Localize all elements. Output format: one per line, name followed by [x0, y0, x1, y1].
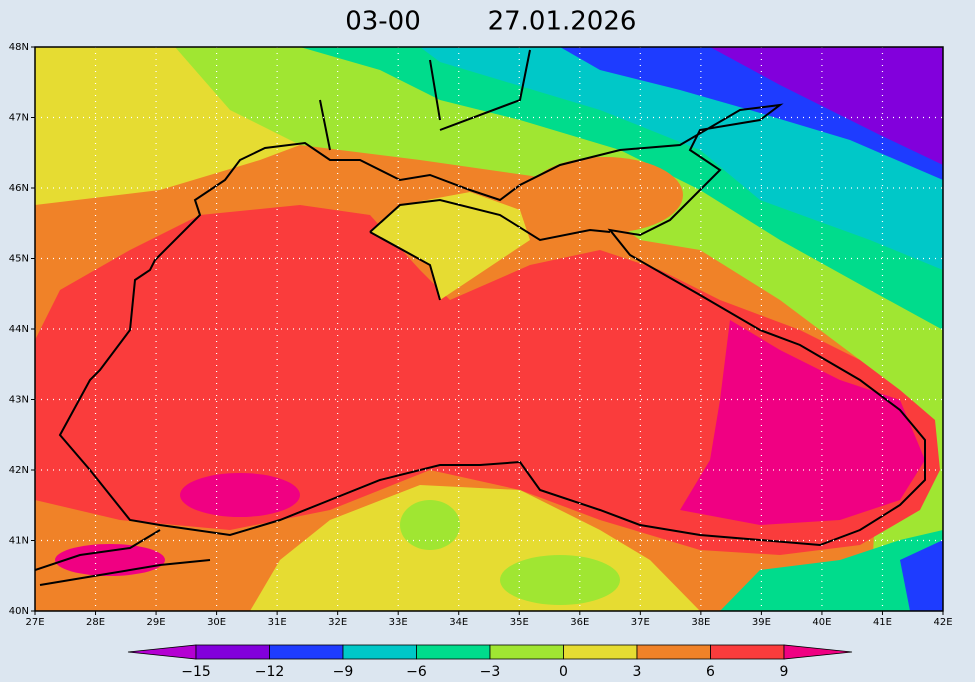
lon-label: 28E [86, 617, 105, 628]
lon-label: 40E [812, 617, 831, 628]
colorbar-label: −12 [255, 664, 285, 680]
zone [180, 473, 300, 517]
date-label: 27.01.2026 [488, 7, 637, 37]
lon-label: 41E [873, 617, 892, 628]
lat-label: 42N [9, 465, 29, 476]
lon-label: 31E [268, 617, 287, 628]
lat-label: 43N [9, 395, 29, 406]
zone [680, 320, 925, 525]
colorbar: −15 −12 −9 −6 −3 0 3 6 9 [127, 644, 853, 680]
colorbar-label: 0 [559, 664, 568, 680]
lat-label: 48N [9, 42, 29, 53]
lon-label: 37E [631, 617, 650, 628]
lon-label: 42E [933, 617, 952, 628]
zone [710, 47, 943, 165]
zone [900, 540, 943, 611]
colorbar-segment [195, 644, 270, 660]
lat-label: 47N [9, 113, 29, 124]
axes: 27E 28E 29E 30E 31E 32E 33E 34E 35E 36E 37E 38E 39E 4… [9, 42, 953, 628]
colorbar-segment [416, 644, 491, 660]
zone [400, 500, 460, 550]
coastline [58, 103, 926, 547]
lon-label: 33E [389, 617, 408, 628]
lat-label: 40N [9, 606, 29, 617]
lon-label: 35E [510, 617, 529, 628]
lat-label: 46N [9, 183, 29, 194]
zone [35, 47, 300, 205]
colorbar-end [783, 644, 853, 660]
lon-label: 34E [449, 617, 468, 628]
colorbar-segment [269, 644, 344, 660]
zone [720, 530, 943, 611]
lat-label: 44N [9, 324, 29, 335]
colorbar-label: 3 [633, 664, 642, 680]
lon-label: 30E [207, 617, 226, 628]
grid [35, 47, 943, 611]
lon-label: 39E [752, 617, 771, 628]
lon-label: 27E [25, 617, 44, 628]
zone [527, 157, 683, 233]
colorbar-segment [710, 644, 785, 660]
colorbar-label: −9 [333, 664, 354, 680]
colorbar-segment [636, 644, 711, 660]
colorbar-label: 6 [706, 664, 715, 680]
lon-label: 29E [147, 617, 166, 628]
time-label: 03-00 [345, 7, 421, 37]
colorbar-segment [489, 644, 564, 660]
colorbar-segment [342, 644, 417, 660]
colorbar-label: −6 [406, 664, 427, 680]
lat-label: 41N [9, 536, 29, 547]
colorbar-label: −15 [181, 664, 211, 680]
coastline [35, 49, 611, 586]
zone [55, 544, 165, 576]
colorbar-label: 9 [780, 664, 789, 680]
colorbar-label: −3 [480, 664, 501, 680]
lon-label: 36E [570, 617, 589, 628]
lon-label: 32E [328, 617, 347, 628]
zone [500, 555, 620, 605]
lon-label: 38E [691, 617, 710, 628]
field [35, 47, 943, 611]
colorbar-segment [563, 644, 638, 660]
colorbar-end [127, 644, 197, 660]
zone [370, 192, 530, 300]
lat-label: 45N [9, 254, 29, 265]
